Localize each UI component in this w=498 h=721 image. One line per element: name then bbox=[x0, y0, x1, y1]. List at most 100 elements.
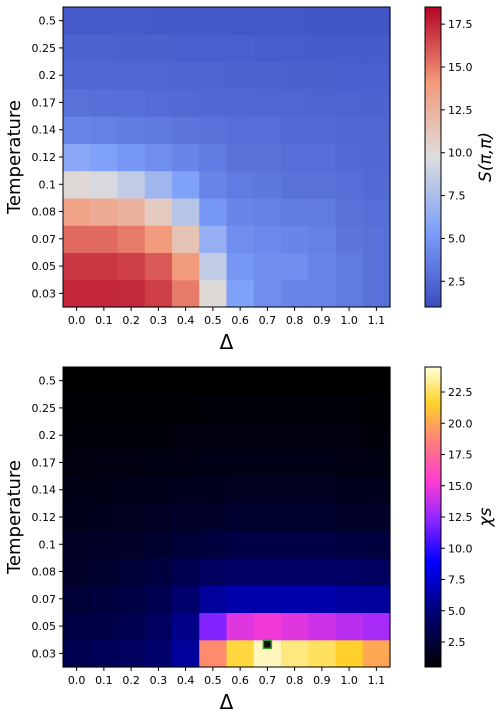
heatmap-cell bbox=[63, 503, 91, 532]
heatmap-cell bbox=[199, 61, 228, 90]
heatmap-cell bbox=[199, 225, 228, 254]
heatmap-cell bbox=[144, 557, 173, 586]
heatmap-cell bbox=[362, 61, 391, 90]
heatmap-cell bbox=[362, 448, 391, 477]
heatmap-cell bbox=[308, 367, 337, 395]
x-tick-label: 0.3 bbox=[150, 674, 168, 687]
heatmap-cell bbox=[362, 612, 391, 641]
heatmap-cell bbox=[144, 585, 173, 614]
colorbar-tick-label: 10.0 bbox=[448, 542, 473, 555]
heatmap-cell bbox=[335, 367, 364, 395]
heatmap-cell bbox=[172, 34, 200, 63]
heatmap-cell bbox=[253, 585, 282, 614]
heatmap-cell bbox=[253, 197, 282, 226]
x-axis-label: Δ bbox=[220, 690, 234, 714]
heatmap-cell bbox=[63, 585, 91, 614]
x-tick-label: 0.7 bbox=[259, 674, 277, 687]
heatmap-cell bbox=[144, 421, 173, 450]
heatmap-cell bbox=[308, 476, 337, 504]
heatmap-cell bbox=[281, 116, 309, 144]
heatmap-cell bbox=[253, 476, 282, 504]
heatmap-cell bbox=[90, 394, 119, 423]
heatmap-cell bbox=[226, 421, 255, 450]
heatmap-cell bbox=[335, 279, 364, 308]
heatmap-cell bbox=[335, 612, 364, 641]
heatmap-cell bbox=[144, 503, 173, 532]
x-tick-label: 0.9 bbox=[313, 314, 331, 327]
heatmap-cell bbox=[117, 612, 146, 641]
x-tick-label: 0.8 bbox=[286, 674, 304, 687]
heatmap-cell bbox=[63, 7, 91, 35]
heatmap-cell bbox=[199, 612, 228, 641]
colorbar-tick-label: 20.0 bbox=[448, 417, 473, 430]
heatmap-cell bbox=[90, 116, 119, 144]
heatmap-cell bbox=[226, 61, 255, 90]
heatmap-cell bbox=[281, 585, 309, 614]
colorbar-tick-label: 15.0 bbox=[448, 480, 473, 493]
y-tick-label: 0.03 bbox=[32, 647, 57, 660]
heatmap-cell bbox=[308, 585, 337, 614]
heatmap-cell bbox=[308, 421, 337, 450]
heatmap-cell bbox=[362, 252, 391, 281]
heatmap-cell bbox=[281, 476, 309, 504]
heatmap-cell bbox=[63, 530, 91, 559]
y-axis-label: Temperature bbox=[4, 460, 25, 575]
heatmap-cell bbox=[172, 421, 200, 450]
y-tick-label: 0.07 bbox=[32, 233, 57, 246]
x-tick-label: 0.4 bbox=[177, 674, 195, 687]
heatmap-cell bbox=[253, 116, 282, 144]
data-marker bbox=[262, 639, 273, 650]
heatmap-cell bbox=[63, 448, 91, 477]
colorbar bbox=[424, 366, 442, 668]
heatmap-cell bbox=[117, 367, 146, 395]
heatmap-cell bbox=[117, 225, 146, 254]
heatmap-cell bbox=[172, 143, 200, 172]
heatmap-cell bbox=[63, 367, 91, 395]
heatmap-cell bbox=[308, 34, 337, 63]
y-tick-label: 0.17 bbox=[32, 456, 57, 469]
heatmap-cell bbox=[144, 116, 173, 144]
y-tick-label: 0.08 bbox=[32, 566, 57, 579]
heatmap-cell bbox=[63, 143, 91, 172]
heatmap-cell bbox=[144, 279, 173, 308]
heatmap-cell bbox=[63, 170, 91, 199]
heatmap-cell bbox=[226, 530, 255, 559]
heatmap-cell bbox=[144, 170, 173, 199]
x-tick-label: 0.0 bbox=[68, 314, 86, 327]
x-tick-label: 0.0 bbox=[68, 674, 86, 687]
x-tick-label: 0.8 bbox=[286, 314, 304, 327]
heatmap-cell bbox=[172, 585, 200, 614]
heatmap-cell bbox=[308, 279, 337, 308]
heatmap-cell bbox=[63, 557, 91, 586]
heatmap-cell bbox=[90, 252, 119, 281]
heatmap-cell bbox=[199, 197, 228, 226]
heatmap-cell bbox=[117, 197, 146, 226]
heatmap-cell bbox=[308, 143, 337, 172]
heatmap-cell bbox=[226, 476, 255, 504]
heatmap-cell bbox=[253, 367, 282, 395]
heatmap-cell bbox=[281, 421, 309, 450]
colorbar-tick-label: 17.5 bbox=[448, 18, 473, 31]
heatmap-cell bbox=[117, 279, 146, 308]
heatmap-cell bbox=[226, 197, 255, 226]
heatmap-cell bbox=[226, 503, 255, 532]
heatmap-cell bbox=[281, 367, 309, 395]
colorbar-tick-label: 2.5 bbox=[448, 275, 466, 288]
heatmap-cell bbox=[362, 394, 391, 423]
heatmap-cell bbox=[90, 197, 119, 226]
heatmap-cell bbox=[253, 88, 282, 117]
x-tick-label: 0.4 bbox=[177, 314, 195, 327]
heatmap-cell bbox=[144, 252, 173, 281]
heatmap-cell bbox=[90, 639, 119, 668]
heatmap-cell bbox=[90, 225, 119, 254]
heatmap-cell bbox=[144, 476, 173, 504]
heatmap-cell bbox=[281, 88, 309, 117]
heatmap-cell bbox=[117, 170, 146, 199]
heatmap-cell bbox=[144, 225, 173, 254]
heatmap-cell bbox=[308, 503, 337, 532]
y-tick-label: 0.1 bbox=[39, 538, 57, 551]
y-tick-label: 0.17 bbox=[32, 96, 57, 109]
y-tick-label: 0.05 bbox=[32, 620, 57, 633]
heatmap-cell bbox=[226, 7, 255, 35]
heatmap-cell bbox=[362, 557, 391, 586]
